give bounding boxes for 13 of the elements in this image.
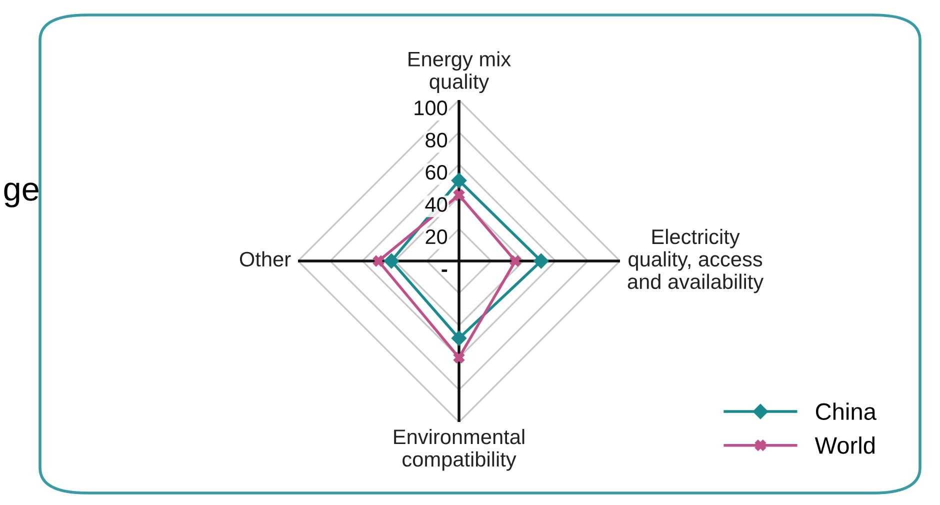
legend-label: World: [814, 436, 874, 454]
spoke-label: Energy mix quality: [408, 51, 511, 94]
y-tick-label: 40: [425, 197, 448, 212]
y-tick-label: 100: [414, 100, 448, 116]
y-tick-label: -: [442, 269, 448, 272]
spoke-label: Other: [240, 251, 291, 267]
spoke-label: Electricity quality, access and availability: [628, 228, 764, 294]
y-tick-label: 80: [426, 132, 448, 148]
spoke-label: Environmental compatibility: [394, 428, 524, 471]
legend-label: China: [816, 402, 876, 420]
text: ge: [4, 182, 38, 208]
y-tick-label: 60: [426, 164, 448, 180]
y-tick-label: 20: [426, 229, 448, 244]
